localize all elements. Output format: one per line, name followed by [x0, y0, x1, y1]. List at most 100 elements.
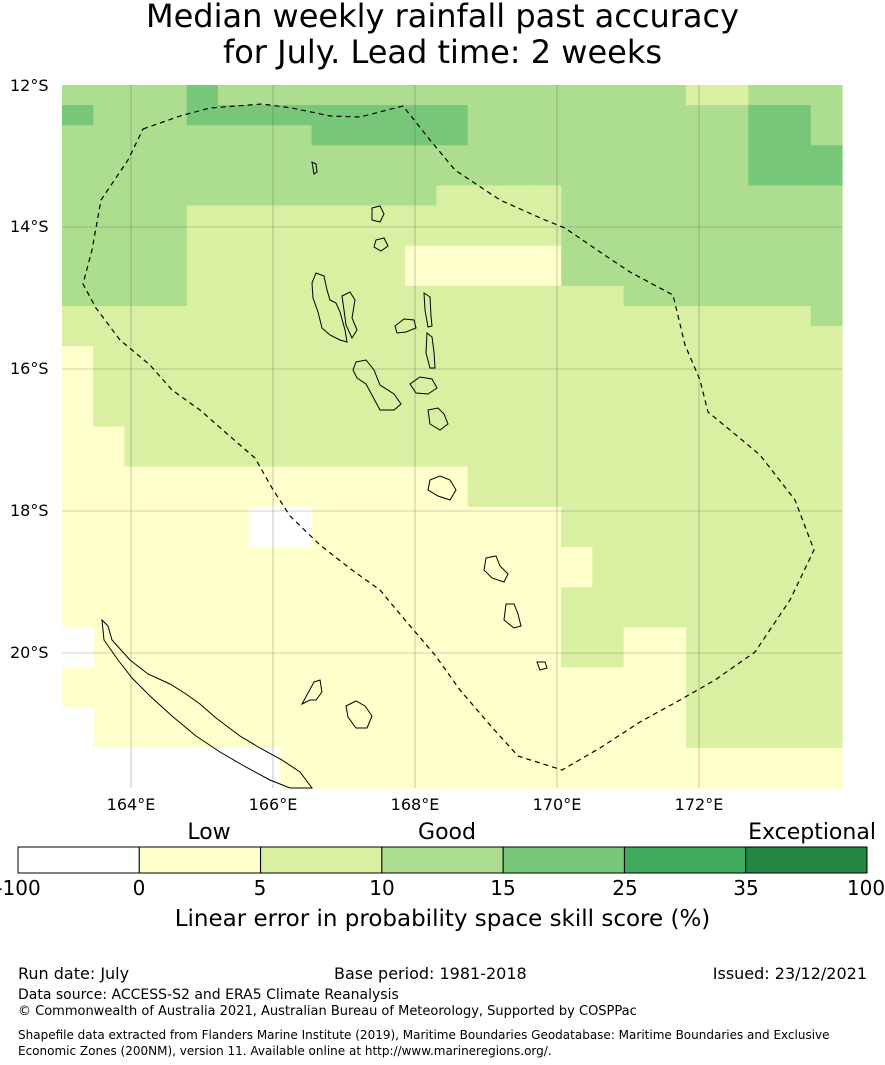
skill-cell [686, 546, 718, 568]
skill-cell [810, 627, 843, 648]
skill-cell [62, 185, 94, 207]
skill-cell [249, 85, 281, 106]
colorbar-label: Linear error in probability space skill … [174, 906, 711, 932]
skill-cell [654, 85, 687, 106]
skill-cell [186, 265, 219, 287]
skill-cell [280, 105, 313, 126]
skill-cell [717, 707, 749, 729]
skill-cell [311, 386, 344, 407]
lon-label-170e: 170°E [532, 795, 582, 814]
skill-cell [654, 567, 687, 588]
skill-cell [686, 245, 718, 267]
skill-cell [436, 747, 469, 769]
skill-cell [155, 526, 188, 548]
skill-cell [405, 546, 437, 568]
skill-cell [62, 105, 94, 126]
skill-cell [405, 185, 437, 207]
skill-cell [249, 567, 281, 588]
skill-cell [623, 687, 656, 709]
skill-cell [124, 386, 157, 407]
skill-cell [717, 667, 749, 689]
skill-cell [467, 225, 500, 247]
skill-cell [249, 386, 281, 407]
skill-cell [155, 546, 188, 568]
skill-cell [623, 426, 656, 448]
skill-cell [810, 747, 843, 769]
skill-cell [686, 727, 718, 749]
skill-cell [686, 125, 718, 146]
skill-cell [405, 587, 437, 608]
skill-cell [249, 225, 281, 247]
skill-cell [779, 466, 812, 488]
skill-cell [374, 185, 406, 207]
island-new-caledonia [101, 618, 313, 789]
skill-cell [405, 406, 437, 428]
skill-cell [810, 265, 843, 287]
skill-cell [498, 386, 531, 407]
skill-cell [280, 506, 313, 528]
skill-cell [374, 587, 406, 608]
skill-cell [530, 466, 562, 488]
skill-cell [686, 85, 718, 106]
skill-cell [186, 326, 219, 347]
skill-cell [62, 265, 94, 287]
skill-cell [93, 245, 125, 267]
colorbar-tick-0: 0 [132, 876, 146, 900]
skill-cell [530, 366, 562, 387]
skill-cell [186, 747, 219, 769]
skill-cell [342, 125, 375, 146]
skill-cell [93, 506, 125, 528]
skill-cell [717, 627, 749, 648]
skill-cell [592, 145, 625, 166]
skill-cell [342, 145, 375, 166]
skill-cell [218, 607, 250, 628]
skill-cell [218, 406, 250, 428]
skill-cell [374, 386, 406, 407]
skill-cell [623, 767, 656, 789]
skill-cell [155, 727, 188, 749]
skill-cell [218, 426, 250, 448]
skill-cell [592, 727, 625, 749]
skill-cell [405, 125, 437, 146]
skill-cell [124, 687, 157, 709]
skill-cell [405, 707, 437, 729]
lat-label-16s: 16°S [10, 359, 49, 378]
skill-cell [748, 366, 781, 387]
skill-cell [686, 105, 718, 126]
skill-cell [342, 707, 375, 729]
skill-cell [186, 426, 219, 448]
skill-cell [498, 727, 531, 749]
skill-cell [654, 386, 687, 407]
skill-cell [530, 406, 562, 428]
skill-cell [311, 707, 344, 729]
skill-cell [654, 245, 687, 267]
skill-cell [530, 727, 562, 749]
skill-cell [623, 165, 656, 187]
skill-cell [155, 165, 188, 187]
skill-cell [592, 707, 625, 729]
skill-cell [405, 627, 437, 648]
skill-cell [93, 687, 125, 709]
skill-cell [810, 165, 843, 187]
skill-cell [561, 607, 593, 628]
skill-cell [810, 305, 843, 327]
skill-cell [405, 486, 437, 508]
skill-cell [717, 747, 749, 769]
category-exceptional: Exceptional [748, 820, 876, 845]
skill-cell [686, 225, 718, 247]
skill-cell [249, 245, 281, 267]
copyright: © Commonwealth of Australia 2021, Austra… [18, 1004, 637, 1019]
skill-cell [748, 105, 781, 126]
skill-cell [654, 125, 687, 146]
skill-cell [779, 326, 812, 347]
skill-cell [498, 486, 531, 508]
skill-cell [436, 386, 469, 407]
skill-cell [592, 426, 625, 448]
skill-cell [530, 567, 562, 588]
skill-cell [124, 506, 157, 528]
skill-cell [654, 466, 687, 488]
skill-cell [93, 426, 125, 448]
skill-cell [530, 587, 562, 608]
skill-cell [779, 546, 812, 568]
skill-cell [748, 125, 781, 146]
